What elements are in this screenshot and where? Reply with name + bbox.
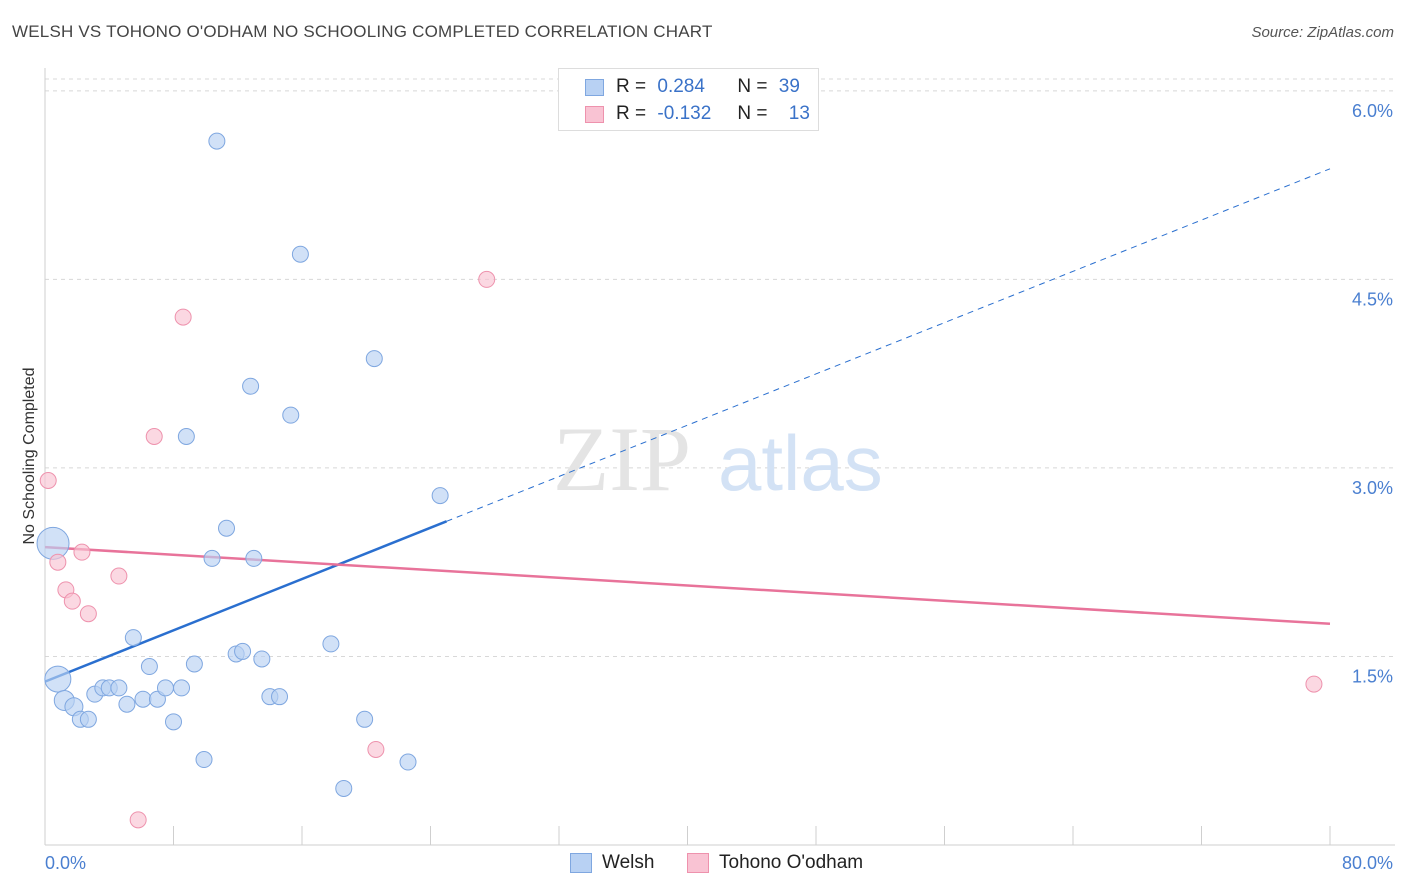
welsh-point xyxy=(322,635,340,653)
watermark-atlas: atlas xyxy=(718,419,883,507)
welsh-point xyxy=(185,655,203,673)
legend-n-value: 13 xyxy=(788,103,810,124)
tohono-point xyxy=(129,811,147,829)
welsh-point xyxy=(173,679,191,697)
legend-r-value: 0.284 xyxy=(657,76,705,97)
tohono-point xyxy=(49,553,67,571)
welsh-point xyxy=(110,679,128,697)
welsh-point xyxy=(134,690,152,708)
welsh-point xyxy=(399,753,417,771)
x-tick-label: 80.0% xyxy=(1342,853,1393,873)
tohono-point xyxy=(478,270,496,288)
welsh-point xyxy=(124,629,142,647)
y-tick-label: 4.5% xyxy=(1352,289,1393,309)
chart-title: WELSH VS TOHONO O'ODHAM NO SCHOOLING COM… xyxy=(12,22,713,41)
legend-row-welsh: R = 0.284 N = 39 xyxy=(585,75,800,99)
legend-swatch-tohono xyxy=(585,105,604,123)
tohono-point xyxy=(63,592,81,610)
tohono-point xyxy=(39,471,57,489)
welsh-point xyxy=(365,350,383,368)
welsh-point xyxy=(36,526,70,560)
bottom-label-tohono: Tohono O'odham xyxy=(719,852,864,873)
axes: 1.5% 3.0% 4.5% 6.0% 0.0% 80.0% xyxy=(44,68,1395,873)
watermark: ZIP atlas xyxy=(553,408,883,510)
legend-swatch-welsh xyxy=(585,78,604,96)
welsh-point xyxy=(431,487,449,505)
welsh-point xyxy=(234,642,252,660)
tohono-point xyxy=(1305,675,1323,693)
y-axis-label: No Schooling Completed xyxy=(21,368,38,545)
tohono-point xyxy=(79,605,97,623)
welsh-point xyxy=(195,751,213,769)
watermark-zip: ZIP xyxy=(553,408,691,510)
legend-r-label: R = xyxy=(616,76,647,97)
bottom-legend-tohono: Tohono O'odham xyxy=(687,852,863,874)
tohono-point xyxy=(110,567,128,585)
bottom-swatch-tohono xyxy=(687,853,709,873)
legend-r-value: -0.132 xyxy=(657,103,712,124)
tohono-point xyxy=(367,740,385,758)
source-label: Source: ZipAtlas.com xyxy=(1251,24,1394,41)
correlation-legend: R = 0.284 N = 39 R = -0.132 N = 13 xyxy=(558,68,819,131)
welsh-point xyxy=(156,679,174,697)
grid-lines xyxy=(45,78,1395,657)
welsh-point xyxy=(165,713,182,731)
legend-n-value: 39 xyxy=(778,76,800,97)
welsh-point xyxy=(79,710,97,728)
y-tick-label: 6.0% xyxy=(1352,101,1393,121)
welsh-point xyxy=(44,665,72,693)
tohono-point xyxy=(174,308,192,326)
welsh-point xyxy=(356,710,374,728)
tohono-trend-line xyxy=(44,545,1331,626)
welsh-point xyxy=(177,428,195,446)
welsh-point xyxy=(282,406,300,424)
legend-n-label: N = xyxy=(737,103,768,124)
y-tick-label: 3.0% xyxy=(1352,478,1393,498)
x-tick-label: 0.0% xyxy=(45,853,86,873)
legend-n-label: N = xyxy=(737,76,768,97)
welsh-point xyxy=(291,245,309,263)
welsh-point xyxy=(253,650,271,668)
data-points xyxy=(36,132,1323,829)
welsh-point xyxy=(242,377,260,395)
y-tick-label: 1.5% xyxy=(1352,666,1393,686)
legend-r-label: R = xyxy=(616,103,647,124)
welsh-point xyxy=(118,695,136,713)
bottom-legend-welsh: Welsh xyxy=(570,852,654,874)
welsh-point xyxy=(140,658,158,676)
welsh-point xyxy=(208,132,226,150)
bottom-label-welsh: Welsh xyxy=(602,852,655,873)
legend-row-tohono: R = -0.132 N = 13 xyxy=(585,102,810,126)
welsh-point xyxy=(218,519,236,537)
tohono-point xyxy=(145,428,163,446)
tohono-point xyxy=(73,543,91,561)
bottom-swatch-welsh xyxy=(570,853,592,873)
welsh-point xyxy=(271,688,289,706)
welsh-trend-projection xyxy=(446,168,1331,522)
welsh-trend-line xyxy=(44,520,448,683)
welsh-point xyxy=(203,549,221,567)
welsh-point xyxy=(335,779,353,797)
welsh-point xyxy=(245,549,263,567)
